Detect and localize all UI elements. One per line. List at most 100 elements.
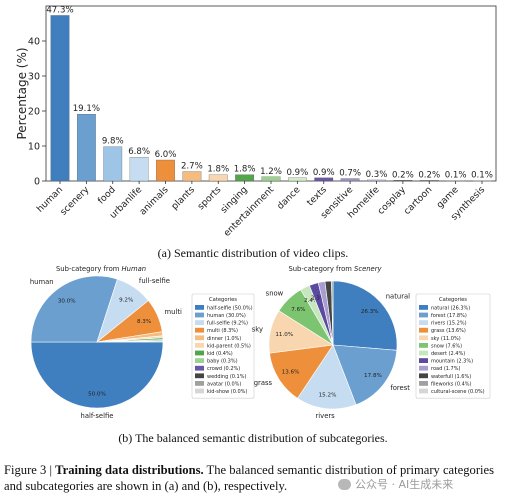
x-tick-label-animals: animals bbox=[137, 184, 170, 217]
value-label-sports: 1.8% bbox=[207, 165, 229, 175]
value-label-plants: 2.7% bbox=[181, 162, 203, 172]
pie-slice-forest bbox=[332, 344, 398, 406]
legend-swatch-full-selfie bbox=[195, 320, 204, 325]
value-label-game: 0.1% bbox=[445, 171, 467, 181]
legend-label-mountain: mountain (2.3%) bbox=[431, 359, 473, 365]
legend-label-human: human (30.0%) bbox=[207, 313, 246, 319]
pie-label-natural: natural bbox=[386, 292, 410, 300]
legend-label-kid: kid (0.4%) bbox=[207, 351, 233, 357]
pie-label-rivers: rivers bbox=[316, 412, 336, 420]
legend-frame bbox=[191, 293, 255, 399]
figure-caption: Figure 3 | Training data distributions. … bbox=[4, 462, 504, 494]
pie-pct-rivers: 15.2% bbox=[319, 393, 337, 399]
value-label-human: 47.3% bbox=[46, 5, 73, 15]
legend-label-snow: snow (7.6%) bbox=[431, 343, 462, 349]
pie-legend: Categories half-selfie (50.0%) human (30.0… bbox=[191, 293, 255, 399]
bar-homelife bbox=[367, 179, 386, 182]
x-tick-label-plants: plants bbox=[169, 184, 197, 212]
bar-singing bbox=[235, 174, 255, 182]
legend-label-full-selfie: full-selfie (9.2%) bbox=[207, 321, 248, 327]
pie-slice-rivers bbox=[297, 344, 357, 410]
pie-pct-natural: 26.3% bbox=[361, 309, 379, 315]
bar-cosplay bbox=[393, 180, 413, 182]
pie-label-sky: sky bbox=[252, 325, 263, 333]
value-label-sensitive: 0.7% bbox=[339, 169, 361, 179]
legend-swatch-crowd bbox=[195, 365, 204, 371]
pie-label-human: human bbox=[30, 278, 54, 286]
bar-human bbox=[50, 15, 70, 182]
x-tick-label-scenery: scenery bbox=[58, 184, 92, 218]
legend-label-kid-show: kid-show (0.0%) bbox=[207, 389, 247, 395]
pie-slice-natural bbox=[332, 280, 398, 351]
legend-label-sky: sky (11.0%) bbox=[431, 336, 461, 342]
value-label-cosplay: 0.2% bbox=[392, 170, 414, 180]
bar-sensitive bbox=[340, 178, 360, 182]
value-label-homelife: 0.3% bbox=[366, 170, 388, 180]
y-tick-label: 40 bbox=[28, 37, 40, 48]
bar-animals bbox=[156, 159, 175, 182]
y-tick-label: 30 bbox=[28, 72, 40, 83]
pie-slice-human bbox=[30, 275, 118, 343]
value-label-synthesis: 0.1% bbox=[471, 171, 493, 181]
legend-label-multi: multi (8.3%) bbox=[207, 328, 238, 334]
y-tick-label: 20 bbox=[28, 107, 40, 118]
legend-swatch-wedding bbox=[195, 373, 204, 379]
pie-pct-mountain: 2.3% bbox=[311, 295, 325, 301]
bar-dance bbox=[287, 177, 307, 182]
bar-plants bbox=[182, 171, 202, 182]
legend-label-road: road (1.7%) bbox=[431, 366, 460, 372]
legend-title: Categories bbox=[209, 297, 237, 303]
legend-swatch-cultural-scene bbox=[419, 388, 428, 394]
bar-scenery bbox=[76, 114, 96, 182]
legend-swatch-sky bbox=[419, 335, 428, 341]
legend-label-avatar: avatar (0.0%) bbox=[207, 381, 241, 387]
bar-entertainment bbox=[261, 176, 281, 182]
value-label-singing: 1.8% bbox=[234, 165, 256, 175]
y-axis-label: Percentage (%) bbox=[15, 47, 29, 139]
pie-pct-full-selfie: 9.2% bbox=[119, 298, 133, 304]
legend-label-cultural-scene: cultural-scene (0.0%) bbox=[431, 389, 485, 395]
watermark: 公众号 · AI生成未来 bbox=[338, 476, 453, 492]
legend-label-waterfull: waterfull (1.6%) bbox=[431, 374, 471, 380]
value-label-scenery: 19.1% bbox=[73, 104, 100, 114]
x-tick-label-food: food bbox=[96, 184, 118, 206]
legend-label-desert: desert (2.4%) bbox=[431, 351, 465, 357]
figure-text: The balanced semantic distribution of pr… bbox=[4, 463, 495, 493]
bar-texts bbox=[314, 177, 334, 182]
legend-swatch-natural bbox=[419, 305, 428, 310]
legend-swatch-human bbox=[195, 312, 204, 318]
y-tick-label: 0 bbox=[34, 177, 40, 188]
legend-swatch-dinner bbox=[195, 335, 204, 341]
legend-frame bbox=[415, 293, 491, 399]
pie-legend: Categories natural (26.3%) forest (17.8%) r… bbox=[415, 293, 491, 399]
legend-swatch-fileworks bbox=[419, 381, 428, 386]
legend-label-natural: natural (26.3%) bbox=[431, 305, 470, 311]
legend-title: Categories bbox=[439, 297, 467, 303]
bar-food bbox=[103, 146, 123, 182]
legend-label-kid-parent: kid-parent (0.5%) bbox=[207, 343, 251, 349]
value-label-food: 9.8% bbox=[102, 137, 124, 147]
legend-swatch-grass bbox=[419, 327, 428, 333]
pie-pct-human: 30.0% bbox=[58, 298, 76, 304]
legend-swatch-mountain bbox=[419, 358, 428, 363]
value-label-texts: 0.9% bbox=[313, 168, 335, 178]
figure-title: Training data distributions. bbox=[55, 463, 204, 477]
legend-swatch-multi bbox=[195, 327, 204, 333]
x-tick-label-cartoon: cartoon bbox=[402, 184, 435, 217]
pie-slice-half-selfie bbox=[30, 341, 164, 409]
value-label-urbanlife: 6.8% bbox=[128, 147, 150, 157]
legend-swatch-kid bbox=[195, 350, 204, 356]
legend-label-fileworks: fileworks (0.4%) bbox=[431, 381, 472, 387]
legend-label-forest: forest (17.8%) bbox=[431, 313, 467, 319]
legend-label-dinner: dinner (1.0%) bbox=[207, 336, 241, 342]
legend-swatch-rivers bbox=[419, 320, 428, 325]
pie-pct-forest: 17.8% bbox=[364, 373, 382, 379]
pie-pct-desert: 2.4% bbox=[304, 298, 318, 304]
pie-label-snow: snow bbox=[266, 289, 284, 297]
x-tick-label-texts: texts bbox=[305, 184, 329, 208]
legend-swatch-waterfull bbox=[419, 373, 428, 379]
legend-swatch-snow bbox=[419, 343, 428, 348]
bar-sports bbox=[208, 174, 228, 182]
value-label-dance: 0.9% bbox=[286, 168, 308, 178]
